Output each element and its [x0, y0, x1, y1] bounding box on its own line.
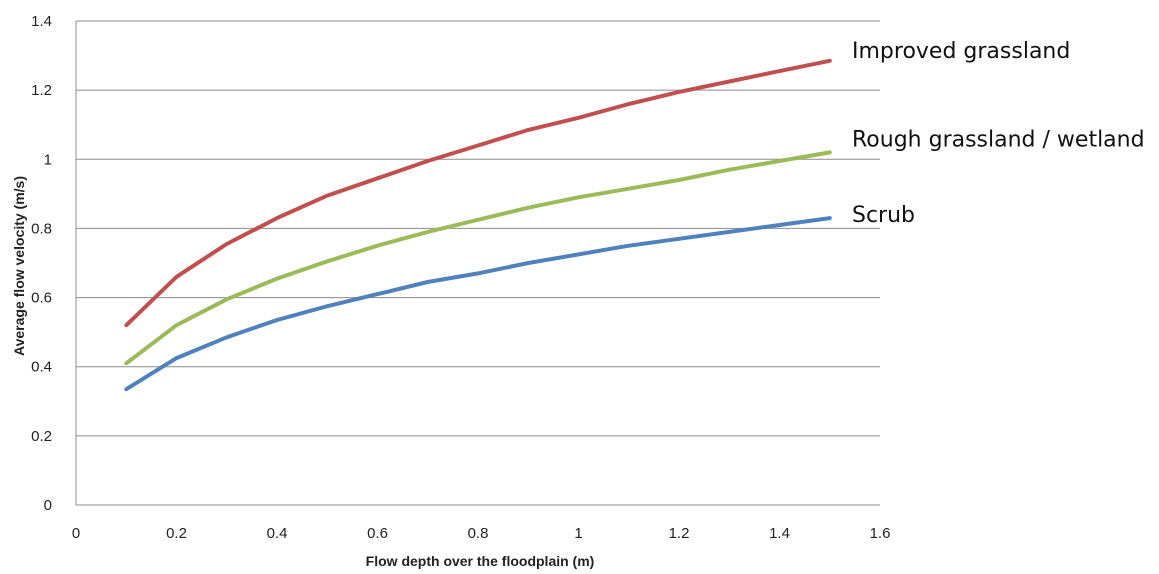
y-tick-label: 0.4 [31, 359, 52, 376]
x-tick-label: 0.8 [468, 525, 489, 542]
y-tick-label: 1.2 [31, 82, 52, 99]
y-tick-label: 1.4 [31, 13, 52, 30]
y-tick-label: 0.8 [31, 220, 52, 237]
y-tick-label: 0 [44, 497, 52, 514]
x-tick-label: 1 [574, 525, 582, 542]
y-axis-title: Average flow velocity (m/s) [11, 176, 27, 356]
series-label-2: Scrub [852, 203, 915, 228]
y-tick-label: 1 [44, 151, 52, 168]
x-tick-label: 1.4 [769, 525, 790, 542]
x-axis-title: Flow depth over the floodplain (m) [366, 553, 595, 569]
x-tick-label: 1.2 [669, 525, 690, 542]
y-tick-label: 0.2 [31, 428, 52, 445]
grid-lines [76, 20, 880, 506]
y-tick-labels: 0 0.2 0.4 0.6 0.8 1 1.2 1.4 [31, 13, 52, 514]
series-label-0: Improved grassland [852, 39, 1070, 64]
series-lines [124, 58, 832, 392]
x-tick-label: 0 [72, 525, 80, 542]
axes [75, 21, 880, 506]
x-tick-label: 1.6 [870, 525, 891, 542]
x-tick-label: 0.6 [367, 525, 388, 542]
series-line-0 [124, 58, 832, 328]
x-tick-labels: 0 0.2 0.4 0.6 0.8 1 1.2 1.4 1.6 [72, 525, 891, 542]
x-tick-label: 0.4 [267, 525, 288, 542]
x-tick-label: 0.2 [166, 525, 187, 542]
series-line-2 [124, 216, 832, 392]
series-label-1: Rough grassland / wetland [852, 127, 1145, 152]
series-line-1 [124, 150, 832, 366]
y-tick-label: 0.6 [31, 290, 52, 307]
series-labels: Improved grassland Rough grassland / wetl… [852, 39, 1145, 228]
